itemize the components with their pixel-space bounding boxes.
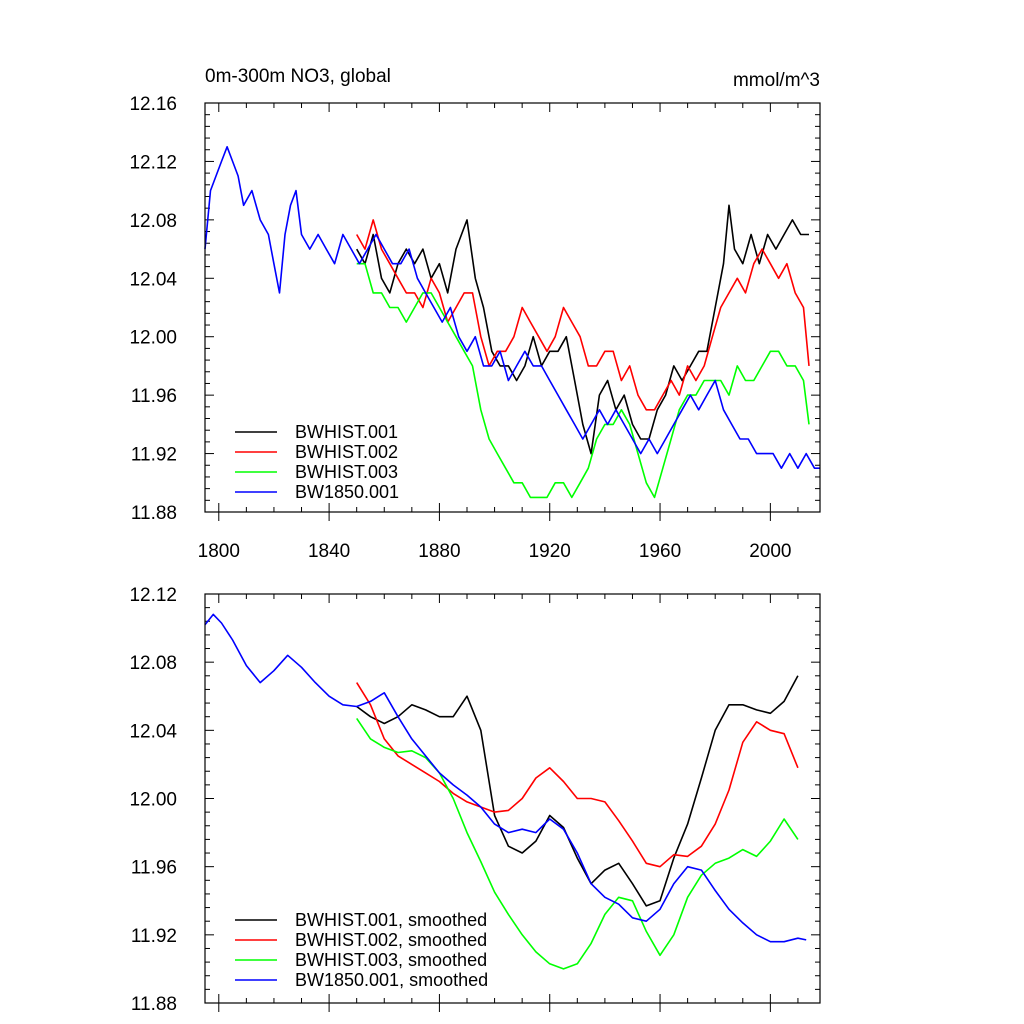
legend-label: BW1850.001 <box>295 482 399 502</box>
top-panel-frame <box>204 102 821 513</box>
y-tick-label: 12.04 <box>129 269 177 290</box>
top-panel: 0m-300m NO3, global mmol/m^3 11.8811.921… <box>129 66 821 562</box>
top-panel-tick-labels: 11.88 11.92 11.96 12.00 12.04 12.08 12.12 12.16… <box>129 94 791 562</box>
y-tick-label: 12.16 <box>129 94 177 115</box>
y-tick-label: 12.12 <box>129 585 177 606</box>
y-tick-label: 12.04 <box>129 721 177 742</box>
top-panel-units: mmol/m^3 <box>733 70 820 91</box>
series-line <box>356 675 799 907</box>
legend-label: BWHIST.001 <box>295 422 398 442</box>
x-tick-label: 1840 <box>308 541 350 562</box>
bottom-panel-plot-area <box>204 613 807 970</box>
series-line <box>356 682 799 868</box>
top-panel-ticks <box>205 102 820 521</box>
series-line <box>204 613 807 943</box>
bottom-panel-frame <box>204 593 821 1004</box>
x-tick-label: 1880 <box>418 541 460 562</box>
legend-label: BWHIST.003, smoothed <box>295 950 487 970</box>
series-line <box>356 262 810 499</box>
legend-label: BWHIST.002, smoothed <box>295 930 487 950</box>
legend-label: BWHIST.001, smoothed <box>295 910 487 930</box>
y-tick-label: 12.08 <box>129 211 177 232</box>
bottom-panel-ticks <box>205 593 820 1012</box>
bottom-panel-tick-labels: 11.88 11.92 11.96 12.00 12.04 12.08 12.12 <box>129 585 177 1015</box>
top-panel-title: 0m-300m NO3, global <box>205 66 391 87</box>
y-tick-label: 12.12 <box>129 152 177 173</box>
series-line <box>204 146 820 470</box>
x-tick-label: 1920 <box>529 541 571 562</box>
y-tick-label: 11.96 <box>131 386 177 407</box>
legend-label: BWHIST.003 <box>295 462 398 482</box>
series-line <box>356 219 810 411</box>
y-tick-label: 11.96 <box>131 858 177 879</box>
top-panel-plot-area <box>204 146 820 499</box>
y-tick-label: 11.92 <box>131 926 177 947</box>
legend-label: BWHIST.002 <box>295 442 398 462</box>
x-tick-label: 2000 <box>749 541 791 562</box>
bottom-panel: 11.88 11.92 11.96 12.00 12.04 12.08 12.12 BWHI… <box>129 585 821 1015</box>
x-tick-label: 1960 <box>639 541 681 562</box>
x-tick-label: 1800 <box>198 541 240 562</box>
y-tick-label: 12.08 <box>129 653 177 674</box>
y-tick-label: 11.88 <box>131 503 177 524</box>
y-tick-label: 11.88 <box>131 994 177 1015</box>
legend-label: BW1850.001, smoothed <box>295 970 488 990</box>
y-tick-label: 12.00 <box>129 790 177 811</box>
y-tick-label: 11.92 <box>131 445 177 466</box>
y-tick-label: 12.00 <box>129 328 177 349</box>
series-line <box>356 204 809 455</box>
